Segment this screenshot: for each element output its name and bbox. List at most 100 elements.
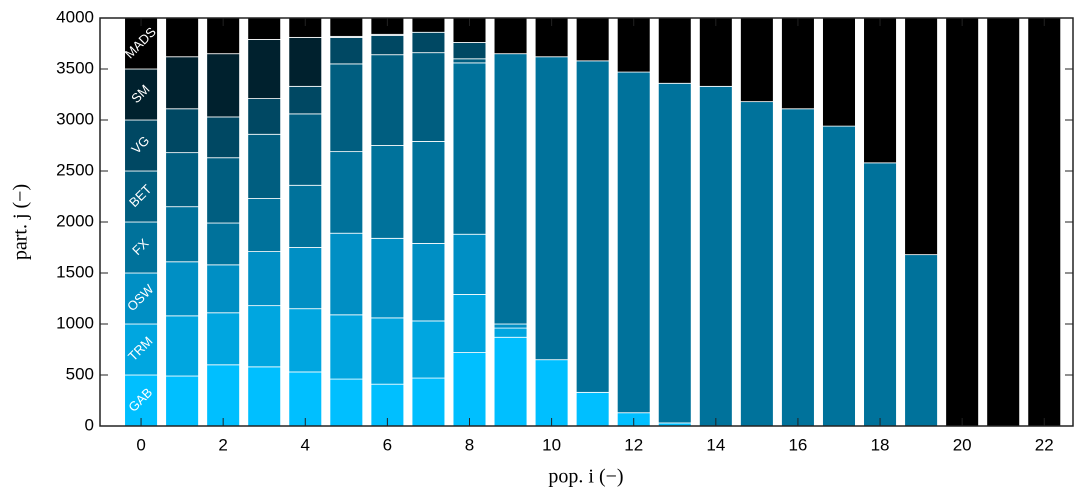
bar-segment: [206, 116, 240, 159]
bar-segment: [206, 222, 240, 266]
bar-segment: [411, 52, 446, 142]
bar-segment: [452, 352, 487, 427]
bar-segment: [247, 305, 282, 368]
bar-segment: [288, 184, 323, 248]
bar-segment: [247, 98, 282, 135]
bar-segment: [904, 17, 938, 256]
bar-segment: [493, 323, 528, 329]
y-axis-label: part. j (−): [10, 184, 32, 260]
bar-segment: [863, 17, 897, 164]
bar-segment: [493, 53, 528, 325]
y-tick-label: 4000: [56, 7, 94, 26]
bar-segment: [124, 17, 158, 70]
bar-segment: [247, 39, 282, 99]
bar-segment: [370, 34, 405, 56]
bar-segment: [165, 375, 199, 427]
bar-segment: [288, 36, 323, 87]
bar-segment: [411, 243, 446, 322]
bar-segment: [329, 314, 364, 380]
bar-segment: [124, 272, 158, 325]
bar-segment: [493, 17, 528, 55]
bar-segment: [288, 308, 323, 373]
x-tick-label: 14: [706, 435, 725, 454]
bar-segment: [904, 254, 938, 427]
bar-segment: [575, 17, 610, 62]
x-axis-label: pop. i (−): [548, 466, 623, 488]
x-tick-label: 0: [136, 435, 145, 454]
y-tick-label: 3000: [56, 109, 94, 128]
bar-segment: [165, 261, 199, 317]
y-tick-label: 1000: [56, 313, 94, 332]
bar-segment: [247, 198, 282, 252]
bar-segment: [165, 206, 199, 263]
y-tick-label: 1500: [56, 262, 94, 281]
bar-segment: [165, 17, 199, 58]
y-tick-label: 500: [66, 364, 94, 383]
bar-segment: [165, 56, 199, 110]
x-tick-label: 4: [301, 435, 310, 454]
bar-segment: [165, 108, 199, 154]
bar-segment: [699, 17, 733, 87]
bar-segment: [740, 17, 774, 103]
bar-segment: [206, 53, 240, 118]
bar-segment: [945, 17, 979, 427]
bar-segment: [452, 294, 487, 353]
bar-segment: [534, 359, 569, 427]
bar-segment: [206, 312, 240, 366]
bar-segment: [165, 152, 199, 208]
x-tick-label: 16: [788, 435, 807, 454]
bar-segment: [411, 141, 446, 244]
bar-segment: [493, 336, 528, 427]
y-tick-label: 2500: [56, 160, 94, 179]
bar-segment: [657, 17, 692, 84]
bar-segment: [247, 133, 282, 199]
bar-segment: [1027, 17, 1062, 427]
bar-segment: [370, 145, 405, 239]
bar-segment: [329, 232, 364, 316]
bar-segment: [329, 63, 364, 153]
x-tick-label: 10: [542, 435, 561, 454]
bar-segment: [616, 17, 651, 73]
bar-segment: [575, 391, 610, 427]
x-tick-label: 6: [383, 435, 392, 454]
x-tick-label: 20: [953, 435, 972, 454]
bar-segment: [616, 71, 651, 414]
bar-segment: [288, 371, 323, 427]
y-tick-label: 3500: [56, 58, 94, 77]
bar-segment: [247, 17, 282, 40]
bar-segment: [288, 247, 323, 310]
bar-segment: [329, 378, 364, 427]
bar-segment: [288, 113, 323, 186]
bar-segment: [247, 366, 282, 427]
bar-segment: [575, 60, 610, 393]
bar-segment: [370, 237, 405, 319]
x-tick-label: 12: [624, 435, 643, 454]
bar-segment: [986, 17, 1021, 427]
bar-segment: [781, 17, 815, 110]
bar-segment: [411, 17, 446, 33]
x-tick-label: 2: [218, 435, 227, 454]
bar-segment: [452, 62, 487, 235]
bar-segment: [124, 221, 158, 274]
bar-segment: [452, 233, 487, 295]
bar-segment: [206, 157, 240, 224]
x-tick-label: 22: [1035, 435, 1054, 454]
bar-segment: [206, 264, 240, 314]
bar-segment: [329, 151, 364, 234]
bar-segment: [411, 320, 446, 379]
bar-segment: [370, 54, 405, 146]
bar-segment: [822, 125, 856, 427]
bar-segment: [124, 374, 158, 427]
x-tick-label: 8: [465, 435, 474, 454]
bar-segment: [288, 85, 323, 115]
bar-segment: [822, 17, 856, 127]
bar-segment: [740, 101, 774, 427]
y-tick-label: 2000: [56, 211, 94, 230]
bar-segment: [863, 162, 897, 427]
bar-segment: [699, 85, 733, 427]
bar-segment: [165, 315, 199, 377]
bar-segment: [124, 119, 158, 172]
y-tick-label: 0: [85, 415, 94, 434]
bar-segment: [781, 108, 815, 427]
